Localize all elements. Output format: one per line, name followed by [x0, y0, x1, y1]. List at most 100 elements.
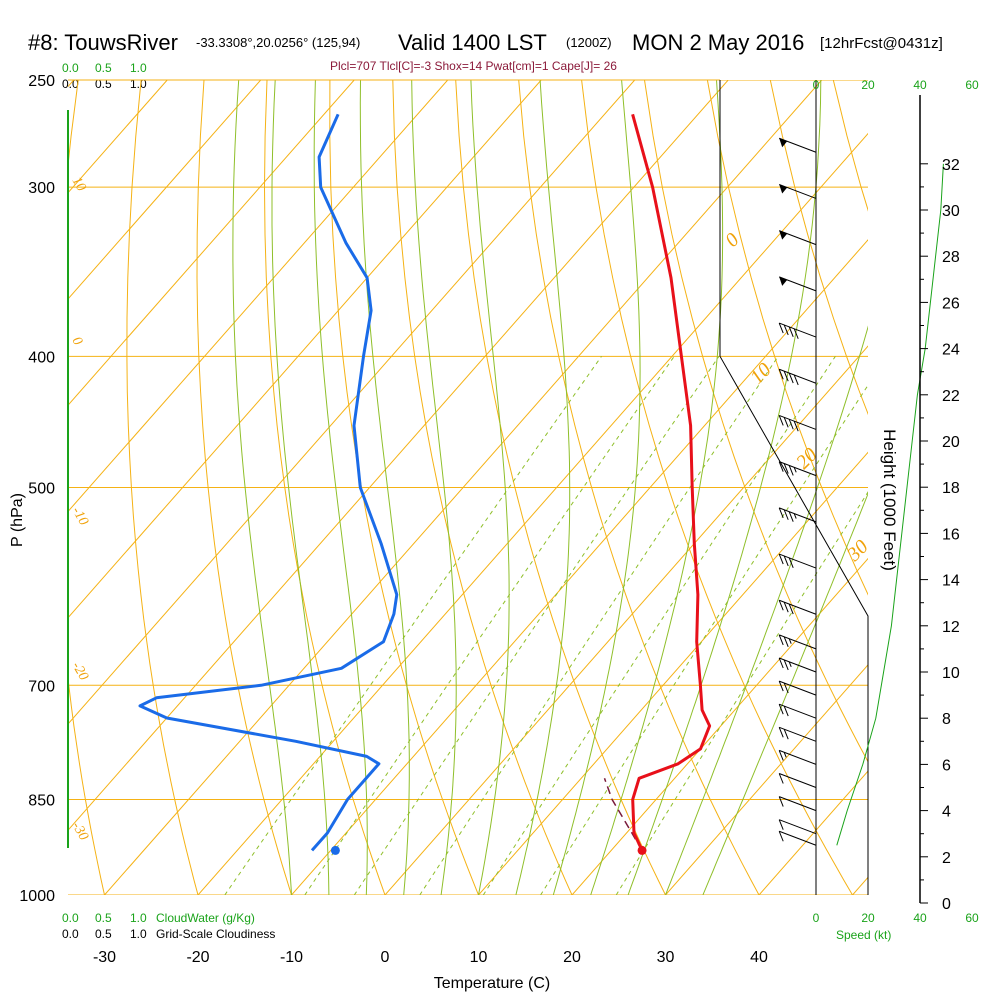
barb-shaft [779, 322, 817, 338]
dry-adiabat-70 [706, 80, 868, 596]
moist-adiabat--10 [232, 80, 292, 895]
wind-barb-13 [778, 680, 817, 696]
barb-flag [788, 419, 794, 430]
dry-adiabat-40 [518, 80, 760, 895]
pressure-tick-0: 250 [28, 73, 55, 90]
top-green-scale-2: 1.0 [130, 61, 147, 75]
dry-adiabat-60 [644, 80, 868, 763]
speed-tick-bottom-2: 40 [913, 911, 927, 925]
barb-flag [778, 704, 784, 715]
moist-adiabat-6 [411, 80, 457, 895]
station-title: #8: TouwsRiver [28, 30, 178, 55]
moist-adiabat-14 [515, 80, 571, 895]
top-black-scale-1: 0.5 [95, 77, 112, 91]
height-tick-5: 10 [942, 665, 960, 682]
barb-shaft [779, 830, 817, 846]
barb-shaft [779, 553, 817, 569]
surface-temperature [637, 845, 647, 855]
bottom-black-scale-2: 1.0 [130, 927, 147, 941]
pressure-tick-3: 500 [28, 481, 55, 498]
dry-adiabat-20 [392, 80, 573, 895]
temperature-trace [631, 113, 712, 852]
sounding-profiles [138, 113, 712, 855]
barb-half-flag [788, 661, 792, 667]
wind-barb-8 [778, 507, 817, 523]
barb-shaft [779, 414, 817, 430]
zulu-time: (1200Z) [566, 35, 612, 50]
bottom-black-scale-0: 0.0 [62, 927, 79, 941]
moist-adiabat--2 [313, 80, 368, 895]
barb-flag [778, 727, 784, 738]
barb-flag [778, 322, 784, 334]
dry-adiabat-0 [263, 80, 386, 895]
barb-flag [788, 557, 794, 569]
barb-flag [793, 374, 799, 386]
height-tick-15: 30 [942, 203, 960, 220]
barb-flag [788, 603, 794, 615]
thermo-boundary-diagonal [719, 356, 869, 895]
speed-tick-bottom-3: 60 [965, 911, 979, 925]
barb-flag [783, 636, 789, 647]
barb-pennant [779, 276, 788, 286]
height-tick-4: 8 [942, 711, 951, 728]
speed-tick-top-0: 0 [813, 78, 820, 92]
barb-flag [778, 750, 784, 761]
height-tick-12: 24 [942, 342, 960, 359]
wind-barb-11 [778, 634, 817, 650]
dry-adiabat-10 [329, 80, 479, 895]
barb-flag [778, 796, 784, 807]
wind-barb-18 [778, 796, 817, 812]
barb-shaft [779, 680, 817, 696]
barb-flag [793, 420, 799, 432]
thermo-grid: 123581220 [68, 80, 868, 895]
bottom-green-scale-2: 1.0 [130, 911, 147, 925]
temperature-tick-2: -10 [280, 949, 303, 966]
barb-flag [793, 328, 799, 339]
speed-profile-line [836, 163, 944, 846]
isotherm--10 [291, 239, 868, 895]
wind-barb-7 [778, 461, 817, 477]
barb-half-flag [793, 513, 797, 519]
barb-flag [783, 324, 789, 336]
barb-flag [778, 773, 784, 784]
height-tick-13: 26 [942, 295, 960, 312]
moist-adiabat-30 [665, 325, 868, 895]
wind-barb-17 [778, 773, 817, 788]
moist-adiabat-10 [470, 80, 510, 895]
barb-flag [783, 417, 789, 428]
barb-flag [778, 634, 784, 646]
isotherm--50 [68, 80, 636, 725]
barb-shaft [779, 796, 817, 812]
barb-flag [783, 601, 789, 613]
barb-flag [788, 511, 794, 522]
height-tick-6: 12 [942, 619, 960, 636]
barb-pennant [779, 138, 788, 148]
isotherm-0 [384, 345, 868, 895]
speed-tick-top-3: 60 [965, 78, 979, 92]
pressure-tick-6: 1000 [19, 888, 55, 905]
height-tick-2: 4 [942, 804, 951, 821]
barb-flag [783, 555, 789, 567]
temperature-tick-5: 20 [563, 949, 581, 966]
mixing-ratio-2 [304, 356, 675, 895]
temperature-tick-6: 30 [657, 949, 675, 966]
dry-adiabat--20 [126, 80, 199, 895]
temperature-tick-4: 10 [470, 949, 488, 966]
wind-barb-12 [778, 657, 817, 673]
temperature-tick-3: 0 [381, 949, 390, 966]
axes: 0246810121416182022242628303225030040050… [19, 73, 959, 966]
pressure-tick-5: 850 [28, 792, 55, 809]
speed-tick-bottom-1: 20 [861, 911, 875, 925]
wind-barb-0 [779, 137, 817, 153]
height-tick-14: 28 [942, 249, 960, 266]
barb-shaft [779, 773, 817, 788]
cloudiness-label: Grid-Scale Cloudiness [156, 927, 275, 941]
dry-adiabat--10 [196, 80, 292, 895]
dry-adiabat-50 [581, 80, 853, 895]
pressure-tick-2: 400 [28, 349, 55, 366]
barb-flag [783, 463, 789, 474]
wind-barb-15 [778, 726, 817, 742]
pressure-tick-1: 300 [28, 180, 55, 197]
wind-barb-10 [778, 599, 817, 615]
barb-flag [778, 819, 784, 830]
